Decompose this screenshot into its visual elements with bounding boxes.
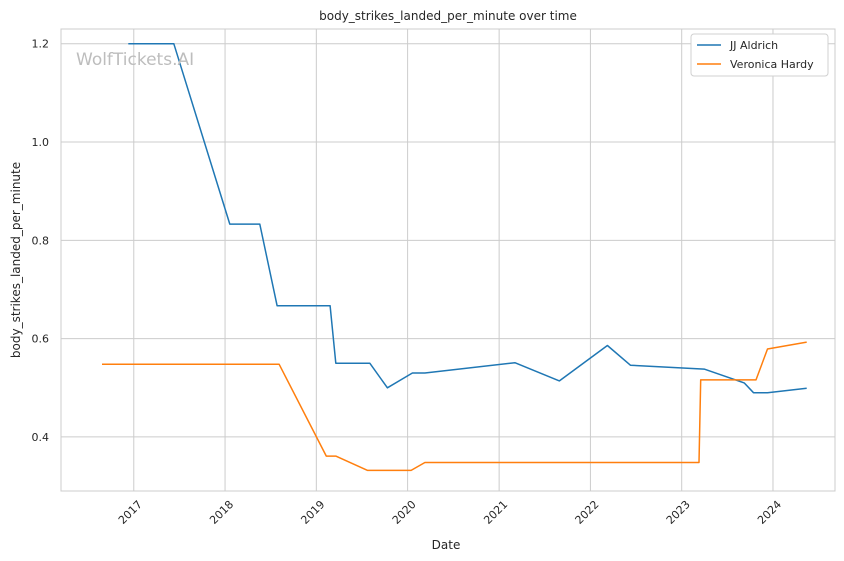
series-lines <box>102 42 807 472</box>
y-tick-label: 0.6 <box>32 333 50 346</box>
plot-area <box>60 28 836 492</box>
chart-title: body_strikes_landed_per_minute over time <box>319 9 577 23</box>
x-axis-ticks: 2017 2018 2019 2020 2021 2022 2023 2024 <box>116 498 784 527</box>
series-line-veronica-hardy <box>102 341 807 472</box>
x-tick-label: 2019 <box>298 498 327 527</box>
x-tick-label: 2017 <box>116 498 145 527</box>
legend-label-veronica-hardy: Veronica Hardy <box>730 58 814 71</box>
x-tick-label: 2018 <box>207 498 236 527</box>
x-tick-label: 2021 <box>481 498 510 527</box>
legend-box <box>690 33 829 77</box>
y-tick-label: 1.0 <box>32 136 50 149</box>
y-axis-ticks: 0.4 0.6 0.8 1.0 1.2 <box>32 38 50 444</box>
x-axis-title: Date <box>432 538 461 552</box>
legend: JJ Aldrich Veronica Hardy <box>690 33 829 77</box>
y-axis-title: body_strikes_landed_per_minute <box>9 162 23 358</box>
y-tick-label: 1.2 <box>32 38 50 51</box>
x-tick-label: 2024 <box>755 498 784 527</box>
x-tick-label: 2023 <box>664 498 693 527</box>
legend-label-jj-aldrich: JJ Aldrich <box>729 39 778 52</box>
grid <box>61 29 835 491</box>
x-tick-label: 2020 <box>390 498 419 527</box>
x-tick-label: 2022 <box>573 498 602 527</box>
watermark: WolfTickets.AI <box>76 50 194 70</box>
y-tick-label: 0.4 <box>32 431 50 444</box>
y-tick-label: 0.8 <box>32 234 50 247</box>
